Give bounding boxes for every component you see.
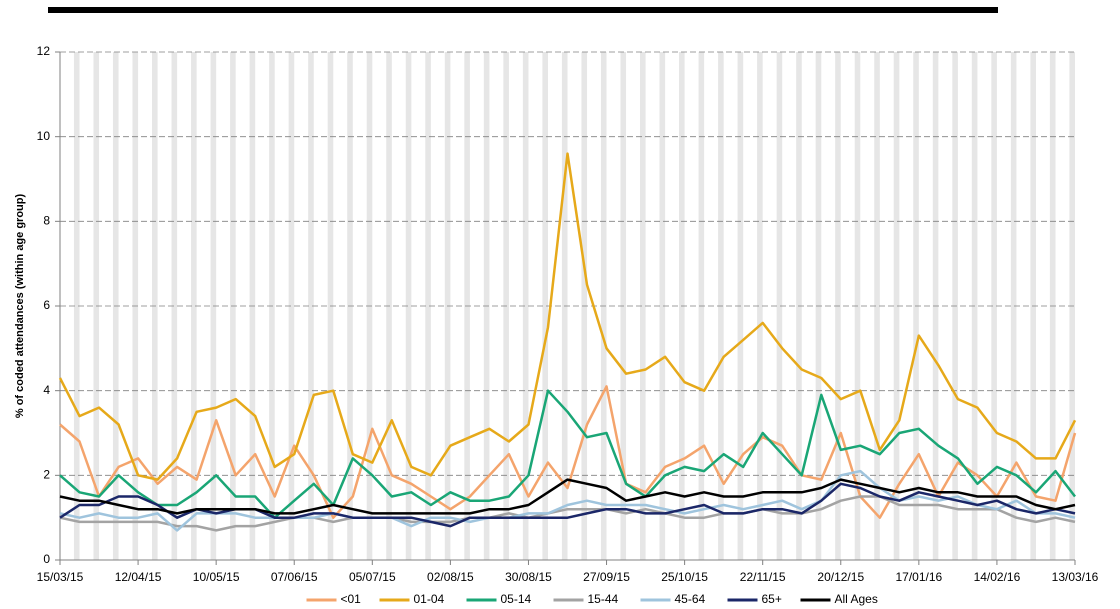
y-tick-label: 6 [43,298,50,312]
weekend-stripe [776,52,783,560]
weekend-stripe [757,52,763,560]
x-tick-label: 20/12/15 [817,570,864,584]
x-tick-label: 15/03/15 [37,570,84,584]
x-tick-label: 25/10/15 [661,570,708,584]
x-tick-label: 02/08/15 [427,570,474,584]
y-axis-title: % of coded attendances (within age group… [14,194,26,419]
weekend-stripe [308,52,314,560]
weekend-stripe [991,52,997,560]
y-tick-label: 0 [43,552,50,566]
x-tick-label: 17/01/16 [895,570,942,584]
y-tick-label: 2 [43,468,50,482]
legend-label: All Ages [835,592,878,606]
weekend-stripe [171,52,178,560]
x-tick-label: 22/11/15 [740,570,786,584]
x-tick-label: 14/02/16 [974,570,1021,584]
y-tick-label: 12 [37,44,51,58]
x-tick-label: 05/07/15 [349,570,396,584]
series-line [58,152,1077,481]
x-tick-label: 27/09/15 [583,570,630,584]
weekend-stripe [73,52,80,560]
weekend-stripe [288,52,295,560]
weekend-stripe [405,52,412,560]
x-tick-label: 07/06/15 [271,570,318,584]
series-line [59,495,1076,532]
y-tick-label: 10 [37,129,51,143]
weekend-stripe [425,52,431,560]
weekend-stripe [1010,52,1017,560]
weekend-stripe [191,52,197,560]
weekend-stripe [522,52,529,560]
x-tick-label: 30/08/15 [505,570,552,584]
weekend-stripe [874,52,880,560]
series-line [59,469,1076,532]
series-line [59,389,1076,519]
x-tick-label: 10/05/15 [193,570,240,584]
weekend-stripe [542,52,548,560]
legend-label: 15-44 [588,592,619,606]
weekend-stripe [659,52,666,560]
legend-label: 65+ [762,592,782,606]
legend-label: <01 [341,592,362,606]
legend-label: 05-14 [501,592,532,606]
weekend-stripe [640,52,646,560]
legend-label: 45-64 [675,592,706,606]
weekend-stripe [893,52,900,560]
header-bar [48,7,998,13]
y-tick-label: 4 [43,383,50,397]
legend-label: 01-04 [414,592,445,606]
series-line [59,478,1076,515]
series-line [59,482,1076,528]
series-line [59,385,1077,519]
x-tick-label: 12/04/15 [115,570,162,584]
y-tick-label: 8 [43,214,50,228]
x-tick-label: 13/03/16 [1052,570,1099,584]
